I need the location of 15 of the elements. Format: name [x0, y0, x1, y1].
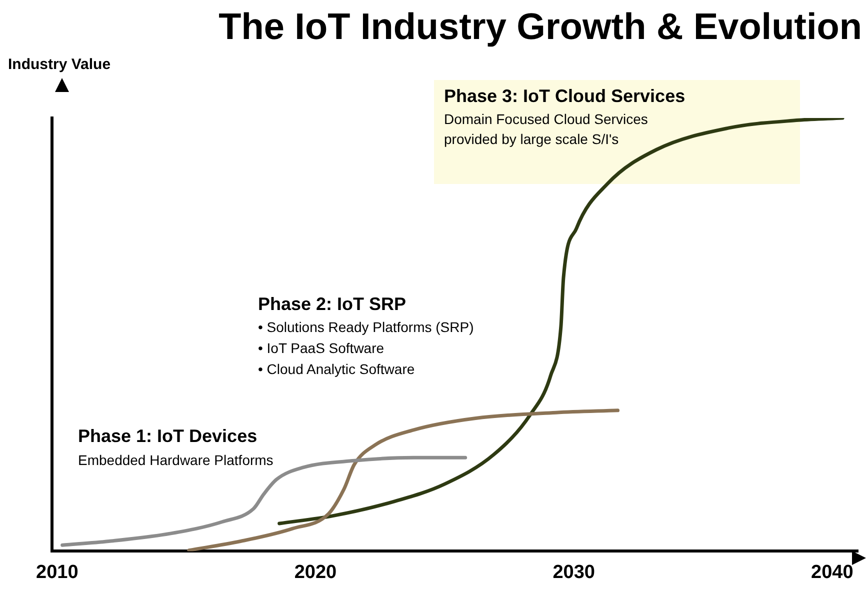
annotation: provided by large scale S/I's: [444, 131, 619, 147]
text: Phase 3: IoT Cloud Services: [444, 86, 686, 107]
y-axis-title: Industry Value: [8, 56, 111, 73]
x-tick-label: 2030: [552, 562, 595, 583]
chart-title: The IoT Industry Growth & Evolution: [218, 6, 863, 48]
annotation: • Cloud Analytic Software: [258, 361, 415, 377]
x-tick-label: 2010: [36, 562, 78, 583]
x-tick-label: 2020: [294, 562, 337, 583]
annotation: • Solutions Ready Platforms (SRP): [258, 319, 474, 335]
annotation: • IoT PaaS Software: [258, 340, 384, 356]
annotation: Phase 1: IoT Devices: [78, 426, 258, 447]
annotation: Phase 2: IoT SRP: [258, 294, 406, 315]
annotation: Domain Focused Cloud Services: [444, 111, 648, 127]
annotation: Embedded Hardware Platforms: [78, 452, 274, 468]
x-tick-label: 2040: [811, 562, 854, 583]
